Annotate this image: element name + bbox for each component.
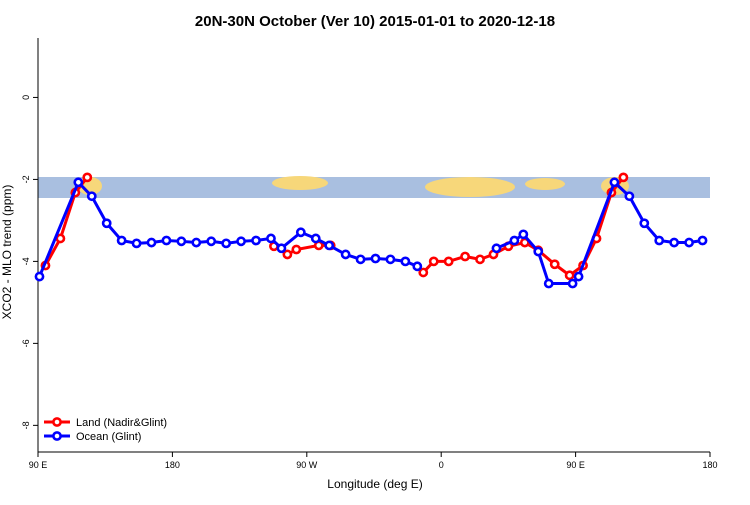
point — [549, 259, 560, 270]
point — [669, 237, 680, 248]
point — [251, 235, 261, 246]
x-tick-label: 180 — [165, 460, 180, 470]
legend-marker — [52, 431, 62, 441]
point — [443, 256, 454, 267]
point — [310, 233, 321, 244]
point — [82, 172, 93, 183]
point — [460, 251, 470, 262]
point — [34, 271, 45, 282]
map-land — [425, 177, 515, 197]
point — [385, 254, 396, 265]
point — [276, 243, 287, 254]
legend-marker — [52, 417, 62, 427]
point — [55, 233, 66, 244]
x-tick-label: 90 E — [29, 460, 48, 470]
map-strip — [38, 176, 710, 198]
point — [282, 249, 293, 260]
x-tick-label: 90 W — [296, 460, 318, 470]
point — [412, 261, 423, 272]
point — [573, 271, 584, 282]
y-tick-label: -6 — [21, 339, 31, 347]
point — [609, 177, 620, 188]
point — [236, 236, 246, 247]
point — [370, 253, 381, 264]
point — [101, 218, 112, 229]
y-tick-label: -4 — [21, 257, 31, 265]
point — [131, 238, 142, 249]
point — [191, 237, 202, 248]
point — [639, 218, 650, 229]
point — [654, 235, 665, 246]
legend-label: Land (Nadir&Glint) — [76, 417, 167, 429]
y-tick-label: -8 — [21, 421, 31, 429]
point — [684, 237, 694, 248]
point — [518, 229, 529, 240]
point — [355, 254, 366, 265]
point — [564, 270, 575, 281]
y-tick-label: 0 — [21, 95, 31, 100]
point — [266, 233, 276, 244]
point — [146, 237, 157, 248]
x-tick-label: 0 — [439, 460, 444, 470]
point — [533, 246, 544, 257]
map-land — [525, 178, 565, 190]
point — [543, 278, 554, 289]
chart-title: 20N-30N October (Ver 10) 2015-01-01 to 2… — [195, 13, 555, 30]
point — [491, 243, 502, 254]
y-tick-label: -2 — [21, 175, 31, 183]
point — [428, 256, 439, 267]
y-axis-label: XCO2 - MLO trend (ppm) — [0, 185, 14, 320]
map-land — [272, 176, 328, 190]
point — [340, 249, 351, 260]
point — [400, 256, 411, 267]
point — [221, 238, 232, 249]
point — [73, 177, 84, 188]
x-tick-label: 90 E — [566, 460, 585, 470]
point — [475, 254, 485, 265]
point — [418, 267, 429, 278]
point — [176, 236, 187, 247]
legend-label: Ocean (Glint) — [76, 431, 141, 443]
point — [86, 191, 97, 202]
point — [324, 240, 335, 251]
point — [618, 172, 629, 183]
point — [291, 244, 302, 255]
point — [697, 235, 708, 246]
x-tick-label: 180 — [702, 460, 717, 470]
point — [509, 235, 520, 246]
point — [206, 236, 217, 247]
point — [567, 278, 578, 289]
point — [161, 235, 172, 246]
x-axis-label: Longitude (deg E) — [327, 477, 422, 491]
point — [624, 191, 635, 202]
point — [295, 227, 306, 238]
point — [116, 235, 127, 246]
